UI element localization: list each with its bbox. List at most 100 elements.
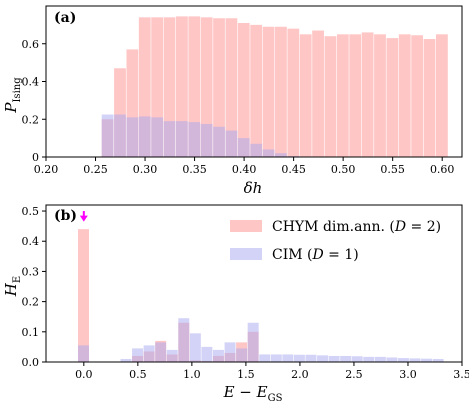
panel-a-bar-s0-22 bbox=[374, 34, 386, 158]
panel-a-xtick-label-7: 0.55 bbox=[380, 163, 405, 176]
panel-a-xtick-label-8: 0.60 bbox=[430, 163, 455, 176]
panel-a-bar-s0-12 bbox=[250, 24, 263, 157]
panel-b-xlabel-main: E − E bbox=[223, 383, 268, 401]
panel-a-ytick-label-1: 0.2 bbox=[22, 113, 40, 126]
panel-b-ytick-label-4: 0.4 bbox=[22, 235, 40, 248]
panel-a-bar-s0-3 bbox=[138, 17, 151, 157]
legend-label-cim-main: CIM ( bbox=[272, 247, 313, 263]
panel-b-bar-s1-18 bbox=[317, 355, 329, 362]
panel-b-legend: CHYM dim.ann. (D = 2) CIM (D = 1) bbox=[230, 219, 441, 263]
panel-b-bar-s1-2 bbox=[132, 348, 144, 362]
panel-a-bar-s1-14 bbox=[275, 153, 287, 157]
panel-b-bar-s1-23 bbox=[374, 356, 386, 362]
panel-a-bar-s0-15 bbox=[287, 28, 300, 158]
panel-b-bar-s1-28 bbox=[432, 358, 444, 362]
panel-a-xtick-label-2: 0.30 bbox=[133, 163, 158, 176]
panel-a-bar-s1-13 bbox=[262, 149, 275, 157]
legend-label-chym: CHYM dim.ann. (D = 2) bbox=[272, 219, 441, 235]
panel-a-xtick-label-0: 0.20 bbox=[34, 163, 59, 176]
panel-b-frame bbox=[45, 204, 463, 363]
panel-a-bar-s1-5 bbox=[163, 121, 176, 157]
panel-b-bar-s1-9 bbox=[212, 349, 224, 362]
panel-a-xtick-label-3: 0.35 bbox=[182, 163, 207, 176]
panel-a-bar-s0-21 bbox=[361, 32, 374, 157]
panel-a-bar-s0-13 bbox=[262, 26, 275, 158]
panel-a-bars bbox=[101, 16, 448, 158]
panel-a-xlabel: δh bbox=[244, 179, 263, 197]
panel-b-xtick-label-0: 0.0 bbox=[75, 368, 93, 381]
panel-a-bar-s1-0 bbox=[101, 114, 114, 157]
panel-a-bar-s1-8 bbox=[200, 123, 213, 157]
panel-a-xtick-label-4: 0.40 bbox=[232, 163, 257, 176]
panel-b-bar-s1-0 bbox=[78, 345, 89, 362]
panel-b-bar-s1-6 bbox=[178, 318, 190, 362]
panel-b-ytick-label-5: 0.5 bbox=[22, 205, 40, 218]
panel-a-bar-s0-27 bbox=[436, 34, 448, 158]
panel-b-bars bbox=[78, 229, 444, 363]
panel-a-bar-s0-19 bbox=[336, 34, 349, 158]
panel-b-bar-s1-7 bbox=[189, 333, 201, 362]
legend-swatch-cim bbox=[230, 248, 262, 260]
panel-a-xtick-label-1: 0.25 bbox=[83, 163, 108, 176]
panel-a-bar-s0-11 bbox=[237, 22, 250, 157]
panel-b-bar-s1-8 bbox=[201, 346, 213, 362]
panel-b-ytick-label-2: 0.2 bbox=[22, 296, 40, 309]
panel-b-ytick-label-1: 0.1 bbox=[22, 326, 40, 339]
panel-b-ticks: 0.0 0.5 1.0 1.5 2.0 2.5 3.0 3.5 0.0 0.1 0.2 0.3 0.4 0… bbox=[22, 205, 469, 381]
legend-label-chym-var: D bbox=[394, 219, 406, 235]
panel-b-bar-s1-21 bbox=[351, 356, 363, 362]
panel-b-xtick-label-6: 3.0 bbox=[399, 368, 417, 381]
panel-a-bar-s1-7 bbox=[188, 122, 201, 157]
panel-a-label: (a) bbox=[54, 10, 76, 26]
panel-a-bar-s1-2 bbox=[126, 117, 139, 157]
legend-label-cim-var: D bbox=[312, 247, 324, 263]
panel-b-bar-s0-0 bbox=[78, 229, 89, 362]
panel-a-bar-s1-1 bbox=[114, 114, 126, 157]
panel-b-xlabel-sub: GS bbox=[268, 393, 283, 404]
panel-b-bar-s1-5 bbox=[166, 349, 178, 362]
panel-a-bar-s0-14 bbox=[275, 26, 287, 158]
panel-b-plot: 0.0 0.5 1.0 1.5 2.0 2.5 3.0 3.5 0.0 0.1 0.2 0.3 0.4 0… bbox=[2, 204, 469, 404]
panel-b-bar-s1-20 bbox=[340, 355, 352, 362]
panel-a-bar-s0-23 bbox=[386, 38, 399, 158]
panel-a-ytick-label-3: 0.6 bbox=[22, 38, 40, 51]
panel-b-bar-s1-1 bbox=[120, 358, 132, 362]
panel-b-bar-s1-25 bbox=[397, 358, 409, 362]
panel-b-xtick-label-5: 2.5 bbox=[345, 368, 363, 381]
panel-b-bar-s1-24 bbox=[386, 357, 398, 362]
panel-b-xtick-label-1: 0.5 bbox=[129, 368, 147, 381]
panel-b-xtick-label-4: 2.0 bbox=[291, 368, 309, 381]
panel-b-bar-s1-3 bbox=[143, 345, 155, 362]
panel-b-ytick-label-0: 0.0 bbox=[22, 356, 40, 369]
panel-a-bar-s0-16 bbox=[299, 34, 312, 158]
panel-a-bar-s0-18 bbox=[324, 36, 337, 158]
panel-b-ylabel-sub: E bbox=[12, 276, 23, 283]
legend-label-chym-main: CHYM dim.ann. ( bbox=[272, 219, 395, 235]
panel-b-xtick-label-7: 3.5 bbox=[453, 368, 469, 381]
panel-b-xtick-label-3: 1.5 bbox=[237, 368, 255, 381]
legend-label-cim-rest: = 1) bbox=[324, 247, 359, 263]
panel-b-bar-s1-11 bbox=[236, 348, 248, 362]
legend-swatch-chym bbox=[230, 220, 262, 232]
panel-b-bar-s1-4 bbox=[155, 342, 167, 363]
panel-b-xtick-label-2: 1.0 bbox=[183, 368, 201, 381]
panel-b-xlabel: E − EGS bbox=[223, 383, 283, 404]
panel-b-arrow-annotation bbox=[79, 211, 88, 222]
panel-a-bar-s0-8 bbox=[200, 17, 213, 157]
panel-a-bar-s0-9 bbox=[213, 18, 225, 157]
panel-a-bar-s0-26 bbox=[423, 39, 436, 157]
panel-a-xtick-label-6: 0.50 bbox=[331, 163, 356, 176]
panel-a-bar-s0-24 bbox=[398, 34, 411, 158]
panel-a-xtick-label-5: 0.45 bbox=[281, 163, 306, 176]
panel-a-bar-s0-4 bbox=[151, 17, 164, 157]
panel-a-ylabel: PIsing bbox=[2, 77, 23, 114]
arrow-head bbox=[79, 215, 88, 222]
panel-a-ylabel-sub: Ising bbox=[12, 77, 23, 103]
panel-b-bar-s1-12 bbox=[247, 322, 259, 362]
panel-a-bar-s1-9 bbox=[213, 126, 225, 157]
panel-a-bar-s1-3 bbox=[138, 116, 151, 157]
panel-a-bar-s1-12 bbox=[250, 143, 263, 157]
panel-b-bar-s1-17 bbox=[305, 354, 317, 362]
panel-b-ytick-label-3: 0.3 bbox=[22, 265, 40, 278]
